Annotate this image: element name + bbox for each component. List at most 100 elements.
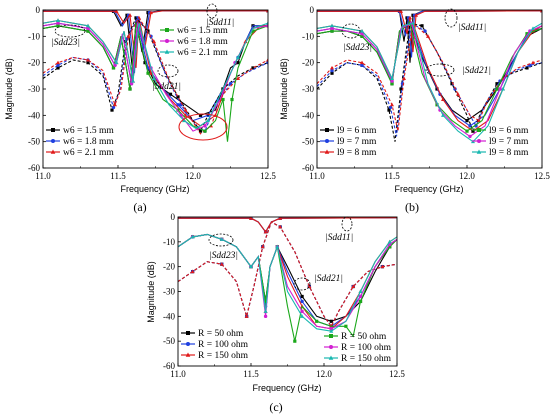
series-marker-a-9-5 xyxy=(111,66,116,70)
series-marker-c-11-7 xyxy=(263,309,268,313)
legend-marker-c-left-0 xyxy=(186,331,190,335)
series-marker-b-11-3 xyxy=(360,28,364,33)
series-marker-b-2-7 xyxy=(540,10,542,13)
series-marker-b-10-11 xyxy=(468,134,472,139)
series-marker-b-11-13 xyxy=(501,86,505,91)
y-tick-label-c-3: -30 xyxy=(163,287,175,297)
y-axis-title-c: Magnitude (dB) xyxy=(146,261,156,323)
series-marker-c-3-11 xyxy=(300,294,304,299)
series-marker-a-6-11 xyxy=(176,95,180,99)
series-marker-a-7-15 xyxy=(228,82,233,86)
annotation-sdd11-a: |Sdd11| xyxy=(206,3,234,28)
y-tick-label-a-6: -60 xyxy=(28,163,40,173)
legend-label-b-right-0: l9 = 6 mm xyxy=(489,126,529,136)
y-tick-label-a-5: -50 xyxy=(28,137,40,147)
series-marker-b-7-5 xyxy=(388,105,393,110)
series-marker-a-10-7 xyxy=(129,82,134,86)
series-marker-c-11-17 xyxy=(387,239,392,244)
y-tick-label-c-1: -10 xyxy=(163,237,175,247)
series-marker-a-6-3 xyxy=(86,61,90,65)
series-marker-b-8-7 xyxy=(402,76,406,80)
series-marker-c-9-17 xyxy=(358,299,363,304)
x-tick-label-b-0: 11.0 xyxy=(309,171,325,181)
series-marker-c-8-5 xyxy=(244,314,249,318)
series-marker-b-2-1 xyxy=(399,10,403,13)
axis-ticks-c: 11.0 11.5 12.0 12.5 0 -10 -20 -30 -40 -50 -60 xyxy=(163,212,405,379)
series-marker-c-11-13 xyxy=(329,329,334,333)
series-line-a-11 xyxy=(43,19,268,130)
x-axis-title-c: Frequency (GHz) xyxy=(252,383,321,393)
legend-label-c-left-1: R = 100 ohm xyxy=(198,340,249,350)
legend-label-b-right-2: l9 = 8 mm xyxy=(489,148,529,158)
x-tick-label-a-2: 12.0 xyxy=(185,171,201,181)
y-tick-label-a-2: -20 xyxy=(28,58,40,68)
series-marker-c-10-13 xyxy=(329,327,333,331)
series-marker-b-6-9 xyxy=(420,24,424,28)
legend-marker-a-right-0 xyxy=(165,28,169,32)
series-marker-a-8-3 xyxy=(86,57,90,62)
series-marker-a-11-11 xyxy=(182,118,186,123)
series-marker-b-10-5 xyxy=(390,79,394,83)
annotation-sdd11-c: |Sdd11| xyxy=(325,216,353,243)
annotation-label-sdd23-a: |Sdd23| xyxy=(51,38,80,48)
series-marker-a-11-13 xyxy=(206,118,210,123)
series-marker-a-7-1 xyxy=(56,63,60,67)
series-marker-c-10-15 xyxy=(358,294,363,299)
x-tick-label-c-3: 12.5 xyxy=(389,369,405,379)
series-marker-a-9-13 xyxy=(203,129,207,133)
annotation-label-sdd23-c: |Sdd23| xyxy=(209,251,238,261)
series-marker-b-8-13 xyxy=(477,118,481,123)
legend-marker-b-right-1 xyxy=(477,139,481,143)
y-axis-title-a: Magnitude (dB) xyxy=(4,58,14,120)
series-marker-a-8-15 xyxy=(236,76,240,80)
series-marker-a-9-19 xyxy=(251,29,255,33)
y-tick-label-a-3: -30 xyxy=(28,84,40,94)
y-tick-label-c-0: 0 xyxy=(171,212,176,222)
series-marker-b-3-11 xyxy=(465,119,469,123)
y-tick-label-a-0: 0 xyxy=(36,5,41,15)
series-marker-a-2-1 xyxy=(114,10,119,13)
series-marker-c-8-3 xyxy=(219,262,224,266)
x-axis-title-b: Frequency (GHz) xyxy=(394,184,463,194)
series-marker-b-2-3 xyxy=(408,15,412,20)
x-axis-title-a: Frequency (GHz) xyxy=(120,184,189,194)
legend-label-c-right-2: R = 150 ohm xyxy=(341,354,392,364)
series-marker-a-9-15 xyxy=(221,97,225,102)
series-marker-b-11-5 xyxy=(390,76,394,80)
legend-marker-a-left-1 xyxy=(51,139,55,143)
series-marker-c-9-11 xyxy=(293,339,297,343)
series-marker-a-3-11 xyxy=(168,92,173,96)
series-marker-c-10-7 xyxy=(263,314,268,319)
series-marker-a-7-5 xyxy=(111,105,116,110)
legend-label-b-right-1: l9 = 7 mm xyxy=(489,137,529,147)
annotation-sdd23-c: |Sdd23| xyxy=(208,233,238,261)
series-marker-a-8-9 xyxy=(152,39,156,44)
legend-label-a-left-0: w6 = 1.5 mm xyxy=(63,126,114,136)
series-marker-c-9-15 xyxy=(344,324,348,328)
series-marker-a-11-5 xyxy=(114,60,119,65)
series-marker-b-8-11 xyxy=(456,92,460,96)
panel-a: 11.0 11.5 12.0 12.5 0 -10 -20 -30 -40 -50 -60 Freq… xyxy=(4,3,276,214)
annotation-sdd23-a: |Sdd23| xyxy=(51,24,86,48)
series-marker-a-3-17 xyxy=(236,61,240,65)
annotation-label-sdd23-b: |Sdd23| xyxy=(343,43,372,53)
x-tick-label-b-2: 12.0 xyxy=(459,171,475,181)
series-layer-c xyxy=(178,217,397,343)
x-tick-label-a-1: 11.5 xyxy=(110,171,126,181)
series-marker-b-9-3 xyxy=(360,34,364,38)
annotation-label-sdd11-c: |Sdd11| xyxy=(325,233,353,243)
series-line-b-11 xyxy=(317,22,542,143)
series-marker-c-11-15 xyxy=(358,289,363,293)
legend-marker-a-right-1 xyxy=(165,39,169,43)
series-marker-b-6-5 xyxy=(387,108,391,112)
legend-label-c-right-1: R = 100 ohm xyxy=(341,343,392,353)
y-tick-label-b-5: -50 xyxy=(302,137,314,147)
series-marker-b-8-17 xyxy=(531,60,535,65)
panel-c: 11.0 11.5 12.0 12.5 0 -10 -20 -30 -40 -50 -60 Freq… xyxy=(146,212,405,414)
legend-label-a-right-0: w6 = 1.5 mm xyxy=(177,26,228,36)
series-marker-a-9-9 xyxy=(146,71,150,75)
series-marker-c-4-11 xyxy=(300,299,304,304)
